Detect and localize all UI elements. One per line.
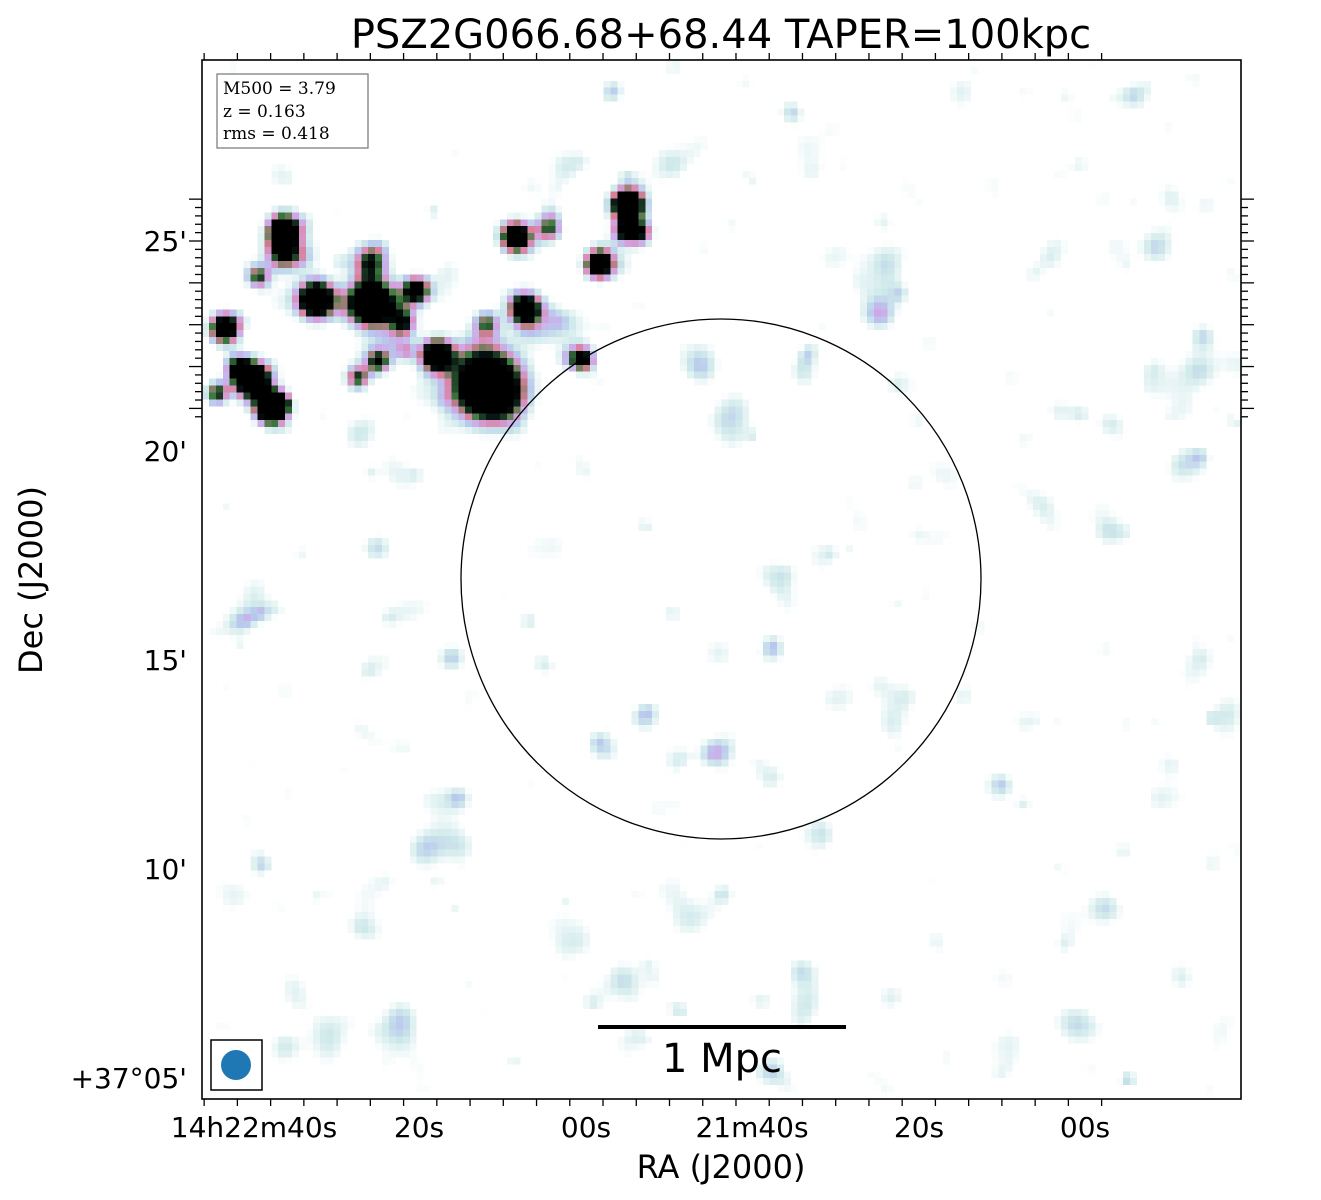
x-tick-label: 21m40s xyxy=(695,1111,808,1144)
r500-circle xyxy=(460,318,982,840)
chart-title: PSZ2G066.68+68.44 TAPER=100kpc xyxy=(351,12,1091,58)
y-tick-label: +37°05' xyxy=(71,1062,187,1095)
scale-bar-label: 1 Mpc xyxy=(662,1036,782,1082)
y-tick-label: 25' xyxy=(144,225,187,258)
y-tick-label: 10' xyxy=(144,853,187,886)
y-tick-label: 15' xyxy=(144,644,187,677)
x-tick-label: 14h22m40s xyxy=(171,1111,338,1144)
radio-map-image xyxy=(202,60,1241,1099)
x-tick-label: 00s xyxy=(561,1111,611,1144)
beam-ellipse xyxy=(221,1050,251,1080)
info-box: M500 = 3.79 z = 0.163 rms = 0.418 xyxy=(216,73,369,149)
beam-box xyxy=(210,1039,263,1091)
y-axis: 25' 20' 15' 10' +37°05' Dec (J2000) xyxy=(12,225,187,1095)
x-tick-label: 00s xyxy=(1060,1111,1110,1144)
x-tick-label: 20s xyxy=(394,1111,444,1144)
y-tick-label: 20' xyxy=(144,435,187,468)
y-axis-label: Dec (J2000) xyxy=(12,486,50,674)
axis-ticks xyxy=(189,53,1254,1106)
info-m500: M500 = 3.79 xyxy=(223,79,336,99)
scale-bar: 1 Mpc xyxy=(598,1025,846,1082)
x-axis-label: RA (J2000) xyxy=(637,1148,806,1186)
plot-frame xyxy=(201,59,1242,1100)
info-rms: rms = 0.418 xyxy=(223,124,330,144)
info-redshift: z = 0.163 xyxy=(223,102,306,122)
x-axis: 14h22m40s 20s 00s 21m40s 20s 00s RA (J20… xyxy=(171,1111,1110,1186)
x-tick-label: 20s xyxy=(894,1111,944,1144)
